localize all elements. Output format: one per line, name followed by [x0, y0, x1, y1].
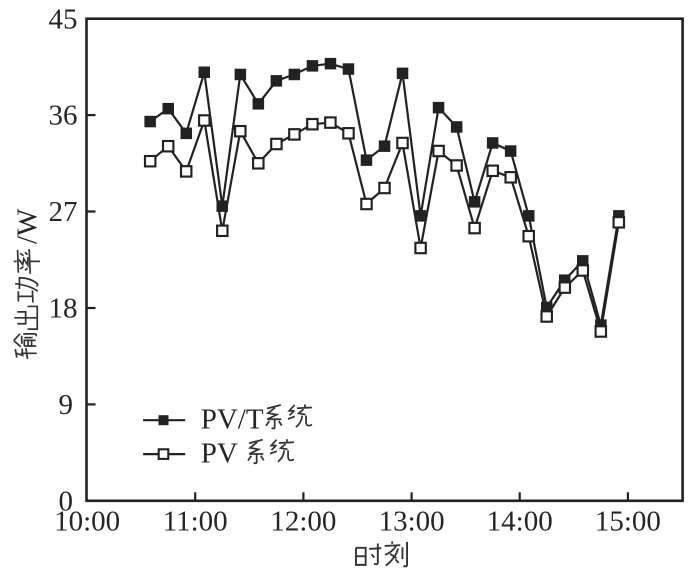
svg-text:PV/T: PV/T [201, 404, 264, 436]
svg-text:0: 0 [59, 485, 74, 517]
svg-text:18: 18 [49, 293, 78, 325]
svg-text:36: 36 [49, 100, 78, 132]
svg-text:9: 9 [59, 389, 74, 421]
svg-text:10:00: 10:00 [54, 506, 120, 538]
svg-text:45: 45 [49, 3, 78, 35]
svg-text:15:00: 15:00 [595, 506, 661, 538]
svg-text:11:00: 11:00 [163, 506, 228, 538]
svg-text:27: 27 [49, 196, 78, 228]
svg-text:PV: PV [201, 437, 238, 469]
svg-text:/W: /W [12, 208, 44, 244]
svg-text:13:00: 13:00 [379, 506, 445, 538]
svg-text:14:00: 14:00 [487, 506, 553, 538]
svg-text:12:00: 12:00 [270, 506, 336, 538]
